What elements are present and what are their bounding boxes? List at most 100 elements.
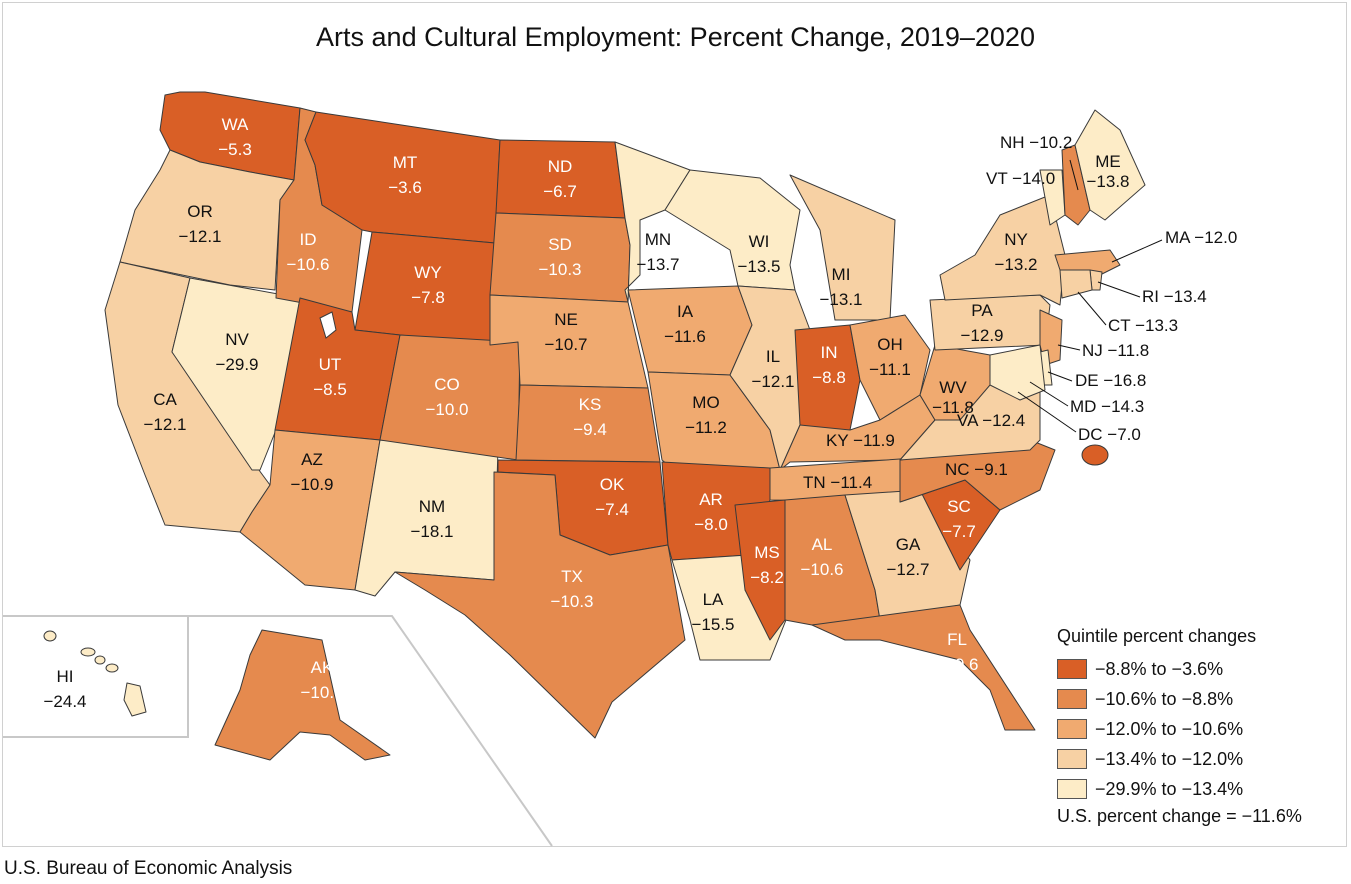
state-abbr-nc: NC (945, 460, 974, 479)
state-value-pa: −12.9 (960, 326, 1003, 345)
source-credit: U.S. Bureau of Economic Analysis (4, 858, 293, 879)
state-label-ky: KY −11.9 (826, 431, 895, 450)
state-label-ne: NE (554, 310, 578, 329)
state-co (379, 334, 521, 461)
state-ms (734, 499, 786, 641)
state-abbr-md: MD (1070, 397, 1101, 416)
state-label-ny: NY (1004, 230, 1028, 249)
state-value-az: −10.9 (290, 475, 333, 494)
great-salt-lake (319, 311, 337, 339)
state-abbr-dc: DC (1078, 425, 1107, 444)
state-label-il: IL (766, 347, 780, 366)
legend-swatch-5 (1057, 779, 1087, 799)
legend-swatch-2 (1057, 689, 1087, 709)
state-value-oh: −11.1 (869, 360, 911, 379)
state-label-or: OR (187, 202, 213, 221)
legend-label-3: −12.0% to −10.6% (1095, 718, 1244, 739)
state-value-ok: −7.4 (595, 500, 629, 519)
state-value-wv: −11.8 (932, 398, 974, 417)
state-label-ut: UT (319, 355, 342, 374)
state-label-ar: AR (699, 490, 723, 509)
state-fl (811, 604, 1036, 731)
hawaii-inset-frame (3, 615, 189, 738)
state-value-nh: −10.2 (1029, 133, 1072, 152)
state-hi (123, 682, 147, 717)
state-value-ma: −12.0 (1194, 228, 1237, 247)
state-label-nm: NM (419, 497, 445, 516)
state-label-va: VA −12.4 (957, 411, 1025, 430)
state-abbr-de: DE (1075, 371, 1103, 390)
state-label-mn: MN (645, 230, 671, 249)
state-label-ia: IA (677, 302, 694, 321)
state-label-al: AL (812, 535, 833, 554)
state-abbr-tn: TN (803, 473, 830, 492)
state-abbr-va: VA (957, 411, 982, 430)
state-abbr-ky: KY (826, 431, 853, 450)
state-value-tn: −11.4 (830, 473, 872, 492)
alaska-inset-frame (188, 615, 553, 847)
state-value-ak: −10.6 (300, 683, 343, 702)
legend-swatch-3 (1057, 719, 1087, 739)
state-label-fl: FL (947, 630, 967, 649)
legend-swatch-1 (1057, 659, 1087, 679)
state-ct (1059, 269, 1093, 299)
state-value-in: −8.8 (812, 368, 846, 387)
state-value-ar: −8.0 (694, 515, 728, 534)
state-label-vt: VT −14.0 (986, 169, 1055, 188)
state-value-mo: −11.2 (685, 418, 727, 437)
state-label-ak: AK (311, 658, 334, 677)
state-tx (394, 471, 686, 739)
legend-swatch-4 (1057, 749, 1087, 769)
state-value-va: −12.4 (982, 411, 1025, 430)
state-label-ms: MS (754, 543, 780, 562)
legend-label-2: −10.6% to −8.8% (1095, 688, 1234, 709)
leader-line-de (1047, 371, 1073, 382)
state-nd (495, 139, 626, 219)
state-value-ct: −13.3 (1135, 316, 1178, 335)
state-value-ks: −9.4 (573, 420, 607, 439)
leader-line-md (1029, 381, 1069, 407)
state-value-md: −14.3 (1101, 397, 1144, 416)
state-nh (1061, 144, 1091, 226)
state-value-fl: −10.6 (935, 655, 978, 674)
state-value-or: −12.1 (178, 227, 221, 246)
state-label-nv: NV (225, 330, 249, 349)
state-label-nj: NJ −11.8 (1082, 341, 1149, 360)
leader-line-ct (1077, 291, 1107, 326)
leader-line-nh (1069, 159, 1079, 191)
state-ny (939, 194, 1066, 306)
state-label-sc: SC (947, 497, 971, 516)
legend: Quintile percent changes −8.8% to −3.6% −… (1057, 626, 1302, 827)
state-value-nj: −11.8 (1108, 341, 1150, 360)
state-value-nd: −6.7 (543, 182, 577, 201)
state-abbr-ma: MA (1165, 228, 1194, 247)
legend-label-1: −8.8% to −3.6% (1095, 658, 1224, 679)
state-label-nc: NC −9.1 (945, 460, 1008, 479)
state-label-de: DE −16.8 (1075, 371, 1146, 390)
hawaii-island-3 (94, 655, 106, 665)
hawaii-island-1 (43, 630, 57, 642)
state-value-wa: −5.3 (218, 140, 252, 159)
state-value-nc: −9.1 (974, 460, 1008, 479)
state-value-ia: −11.6 (664, 327, 706, 346)
state-value-il: −12.1 (751, 372, 794, 391)
state-label-ok: OK (600, 475, 625, 494)
state-abbr-vt: VT (986, 169, 1012, 188)
state-value-la: −15.5 (691, 615, 734, 634)
state-label-wy: WY (414, 263, 441, 282)
state-label-la: LA (703, 590, 724, 609)
state-label-me: ME (1095, 152, 1121, 171)
state-label-co: CO (434, 375, 460, 394)
legend-title: Quintile percent changes (1057, 626, 1257, 646)
state-label-az: AZ (301, 450, 323, 469)
state-ma (1054, 249, 1121, 276)
state-label-mo: MO (692, 393, 719, 412)
state-label-wv: WV (939, 378, 967, 397)
legend-label-5: −29.9% to −13.4% (1095, 778, 1244, 799)
state-label-md: MD −14.3 (1070, 397, 1144, 416)
state-label-sd: SD (548, 235, 572, 254)
map-title: Arts and Cultural Employment: Percent Ch… (316, 22, 1035, 52)
state-value-mt: −3.6 (388, 178, 422, 197)
state-label-id: ID (300, 230, 317, 249)
